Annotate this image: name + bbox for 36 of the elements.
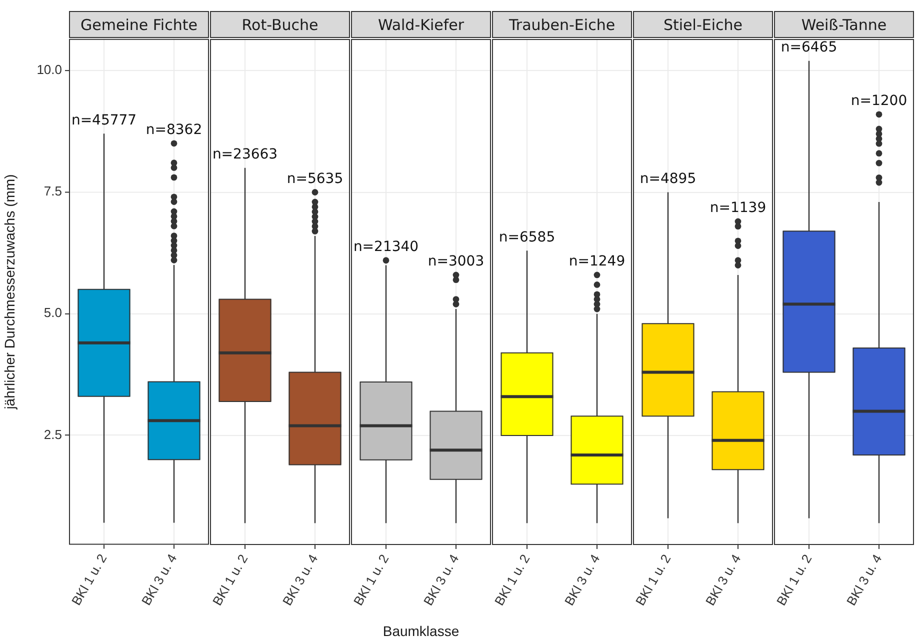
annotation: n=3003 xyxy=(428,254,484,270)
annotation: n=8362 xyxy=(146,122,202,138)
chart-title: Stiel-Eiche xyxy=(633,11,773,38)
chart-title: Gemeine Fichte xyxy=(69,11,209,38)
y-tick-label: 2.5 xyxy=(44,427,62,442)
x-tick-label: BKl 3 u. 4 xyxy=(420,552,462,608)
x-tick-label: BKl 3 u. 4 xyxy=(562,552,603,608)
x-tick-label: BKl 3 u. 4 xyxy=(280,552,321,608)
chart-title: Rot-Buche xyxy=(210,11,350,38)
annotation: n=6585 xyxy=(498,229,556,246)
annotation: n=21340 xyxy=(353,239,419,256)
annotation: n=5635 xyxy=(286,170,344,187)
x-tick-label: BKl 1 u. 2 xyxy=(774,552,815,608)
x-tick-label: BKl 1 u. 2 xyxy=(632,552,674,608)
x-tick-label: BKl 1 u. 2 xyxy=(68,552,110,608)
x-tick-label: BKl 3 u. 4 xyxy=(844,552,885,608)
y-tick-label: 7.5 xyxy=(44,184,62,199)
y-axis-title: jährlicher Durchmesserzuwachs (mm) xyxy=(1,174,18,410)
x-tick-label: BKl 1 u. 2 xyxy=(492,552,533,608)
y-tick-label: 10.0 xyxy=(36,62,62,78)
chart-title: Weiß-Tanne xyxy=(774,11,914,38)
annotation: n=45777 xyxy=(71,112,137,128)
annotation: n=4895 xyxy=(640,170,696,187)
annotation: n=1139 xyxy=(710,200,766,216)
annotation: n=1249 xyxy=(568,254,626,270)
annotation: n=1200 xyxy=(850,93,908,110)
chart-title: Wald-Kiefer xyxy=(351,11,491,38)
x-tick-label: BKl 1 u. 2 xyxy=(210,552,251,608)
annotation: n=6465 xyxy=(780,40,838,56)
x-axis-title: Baumklasse xyxy=(382,623,460,639)
x-tick-label: BKl 3 u. 4 xyxy=(702,552,744,608)
x-tick-label: BKl 1 u. 2 xyxy=(350,552,392,608)
x-tick-label: BKl 3 u. 4 xyxy=(138,552,180,608)
y-tick-label: 5.0 xyxy=(44,305,62,320)
chart-title: Trauben-Eiche xyxy=(492,11,632,38)
annotation: n=23663 xyxy=(212,146,278,163)
